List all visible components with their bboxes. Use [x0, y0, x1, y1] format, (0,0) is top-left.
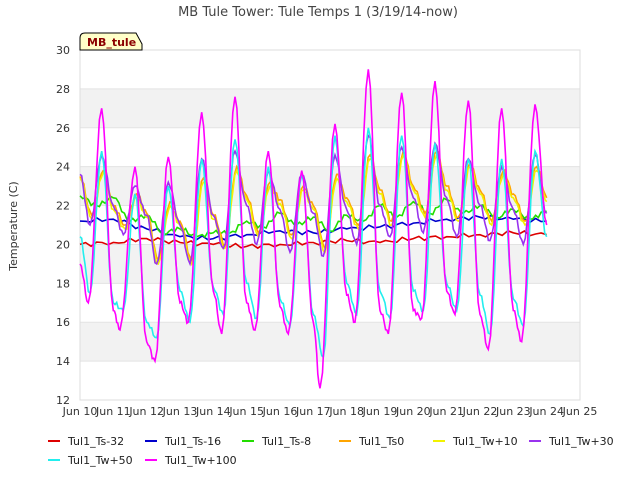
x-tick-label: Jun 15 [228, 405, 264, 418]
x-tick-label: Jun 24 [528, 405, 564, 418]
legend: Tul1_Ts-32 Tul1_Ts-16 Tul1_Ts-8 Tul1_Ts0 Tul… [48, 435, 614, 467]
x-tick-label: Jun 10 [62, 405, 98, 418]
legend-item: Tul1_Ts-8 [242, 435, 311, 448]
badge-label: MB_tule [87, 36, 136, 49]
legend-label: Tul1_Tw+100 [164, 454, 237, 467]
legend-item: Tul1_Tw+10 [433, 435, 518, 448]
x-tick-label: Jun 18 [328, 405, 364, 418]
x-tick-label: Jun 19 [362, 405, 398, 418]
legend-item: Tul1_Tw+100 [145, 454, 237, 467]
y-tick-label: 30 [56, 44, 70, 57]
mb-tule-badge: MB_tule [79, 32, 143, 51]
legend-label: Tul1_Ts0 [358, 435, 404, 448]
x-tick-label: Jun 14 [195, 405, 231, 418]
legend-label: Tul1_Ts-32 [67, 435, 124, 448]
y-axis-label: Temperature (C) [7, 181, 20, 271]
x-tick-label: Jun 17 [295, 405, 331, 418]
y-tick-label: 14 [56, 355, 70, 368]
x-tick-label: Jun 13 [162, 405, 198, 418]
y-tick-label: 22 [56, 200, 70, 213]
grid-band [80, 88, 580, 128]
legend-item: Tul1_Ts-32 [48, 435, 124, 448]
series-line-tul1-tw-50 [79, 127, 548, 359]
legend-item: Tul1_Ts0 [339, 435, 404, 448]
legend-label: Tul1_Tw+10 [452, 435, 518, 448]
legend-label: Tul1_Tw+30 [548, 435, 614, 448]
plot-border [79, 49, 581, 401]
series-lines [79, 69, 548, 389]
y-tick-label: 26 [56, 122, 70, 135]
x-tick-label: Jun 25 [562, 405, 598, 418]
series-line-tul1-ts-8 [79, 195, 547, 239]
x-tick-label: Jun 23 [495, 405, 531, 418]
x-tick-label: Jun 11 [95, 405, 131, 418]
x-tick-label: Jun 16 [262, 405, 298, 418]
chart-title: MB Tule Tower: Tule Temps 1 (3/19/14-now… [178, 5, 458, 20]
series-line-tul1-ts-32 [79, 229, 547, 250]
y-tick-label: 12 [56, 394, 70, 407]
y-tick-label: 18 [56, 277, 70, 290]
x-tick-label: Jun 21 [428, 405, 464, 418]
legend-item: Tul1_Ts-16 [145, 435, 221, 448]
x-tick-label: Jun 22 [462, 405, 498, 418]
x-tick-label: Jun 12 [128, 405, 164, 418]
y-tick-label: 16 [56, 316, 70, 329]
y-tick-label: 28 [56, 83, 70, 96]
x-tick-label: Jun 20 [395, 405, 431, 418]
grid-band [80, 322, 580, 362]
legend-label: Tul1_Ts-16 [164, 435, 221, 448]
legend-label: Tul1_Tw+50 [67, 454, 133, 467]
y-axis-ticks: 12 14 16 18 20 22 24 26 28 30 [56, 44, 70, 407]
y-tick-label: 24 [56, 161, 70, 174]
legend-label: Tul1_Ts-8 [261, 435, 311, 448]
legend-item: Tul1_Tw+50 [48, 454, 133, 467]
y-tick-label: 20 [56, 238, 70, 251]
legend-item: Tul1_Tw+30 [529, 435, 614, 448]
series-line-tul1-tw-100 [79, 69, 548, 389]
